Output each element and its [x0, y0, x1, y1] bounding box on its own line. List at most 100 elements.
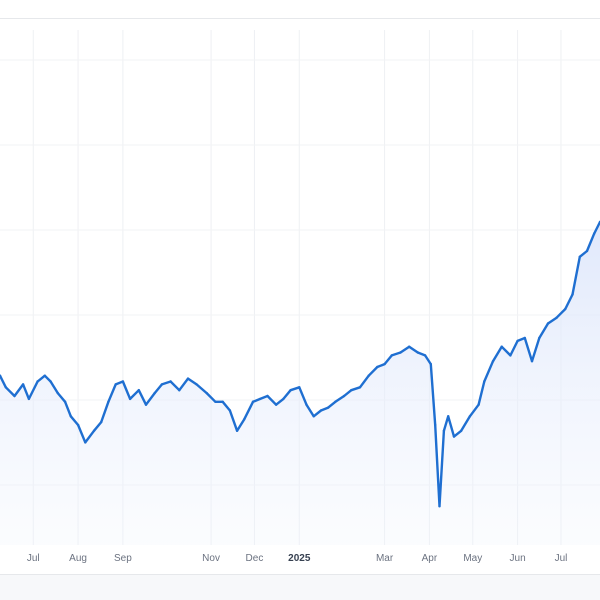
data-point	[350, 389, 353, 392]
data-point	[399, 351, 402, 354]
data-point	[538, 336, 541, 340]
data-point	[205, 391, 208, 395]
data-point	[144, 403, 148, 406]
data-point	[334, 400, 337, 403]
data-point	[438, 505, 441, 508]
data-point	[100, 420, 103, 424]
data-point	[195, 383, 198, 386]
data-point	[429, 362, 432, 366]
data-point	[434, 423, 437, 427]
data-point	[228, 409, 232, 412]
data-point	[128, 397, 132, 401]
x-tick-label: Jun	[510, 553, 526, 564]
data-point	[564, 307, 567, 311]
data-point	[160, 383, 164, 386]
data-point	[423, 354, 427, 357]
data-point	[500, 345, 503, 348]
data-point	[84, 441, 87, 444]
data-point	[0, 374, 2, 377]
data-point	[251, 400, 255, 403]
area-fill	[0, 222, 600, 545]
data-point	[383, 362, 386, 366]
data-point	[305, 403, 308, 406]
x-tick-label: Dec	[246, 553, 264, 564]
data-point	[593, 232, 596, 235]
data-point	[221, 400, 224, 403]
data-point	[49, 380, 52, 383]
footer-band	[0, 575, 600, 600]
data-point	[408, 345, 411, 348]
data-point	[468, 415, 472, 418]
data-point	[312, 415, 315, 418]
data-point	[76, 423, 80, 427]
data-point	[289, 389, 292, 392]
data-point	[483, 380, 486, 383]
data-point	[107, 400, 110, 403]
x-tick-label: Mar	[376, 553, 394, 564]
data-point	[491, 360, 495, 363]
data-point	[92, 429, 96, 432]
data-point	[274, 403, 278, 406]
data-point	[530, 360, 534, 363]
x-tick-label: 2025	[288, 553, 311, 564]
data-point	[43, 374, 46, 377]
x-tick-label: Sep	[114, 553, 132, 564]
data-point	[509, 354, 512, 357]
data-point	[460, 429, 463, 432]
data-point	[442, 429, 446, 432]
data-point	[169, 380, 172, 383]
data-point	[390, 354, 393, 357]
data-point	[21, 383, 25, 386]
x-tick-label: Apr	[422, 553, 438, 564]
data-point	[298, 386, 301, 389]
series-points	[0, 220, 600, 508]
x-tick-label: Aug	[69, 553, 87, 564]
data-point	[186, 377, 190, 380]
data-point	[342, 394, 346, 398]
data-point	[555, 316, 558, 319]
x-tick-label: Nov	[202, 553, 220, 564]
data-point	[546, 322, 550, 325]
data-point	[578, 255, 581, 258]
data-point	[63, 400, 67, 403]
data-point	[56, 391, 59, 395]
series-line-group	[0, 220, 600, 508]
data-point	[447, 415, 450, 418]
data-point	[319, 409, 323, 412]
series-area	[0, 222, 600, 545]
x-axis-ticks: Jul Aug Sep Nov Dec 2025 Mar Apr May Jun Jul	[27, 553, 568, 564]
data-point	[259, 397, 262, 401]
data-point	[416, 351, 419, 354]
data-point	[214, 400, 217, 403]
data-point	[121, 380, 125, 383]
data-point	[523, 336, 526, 340]
data-point	[36, 380, 39, 383]
data-point	[376, 365, 379, 369]
data-point	[452, 435, 456, 438]
x-tick-label: Jul	[555, 553, 568, 564]
data-point	[327, 406, 330, 409]
top-divider	[0, 18, 600, 19]
data-point	[27, 397, 31, 401]
data-point	[266, 394, 269, 398]
x-tick-label: May	[463, 553, 482, 564]
data-point	[114, 383, 117, 386]
data-point	[367, 374, 370, 377]
data-point	[13, 394, 16, 398]
data-point	[282, 397, 285, 401]
data-point	[585, 249, 589, 253]
data-point	[235, 429, 239, 432]
x-tick-label: Jul	[27, 553, 40, 564]
data-point	[477, 403, 480, 406]
bottom-divider	[0, 574, 600, 575]
data-point	[571, 293, 574, 296]
data-point	[153, 391, 156, 395]
data-point	[178, 389, 181, 392]
data-point	[358, 386, 362, 389]
data-point	[516, 339, 519, 343]
data-point	[69, 415, 73, 418]
data-point	[243, 418, 246, 421]
data-point	[4, 386, 8, 389]
data-point	[137, 389, 140, 392]
